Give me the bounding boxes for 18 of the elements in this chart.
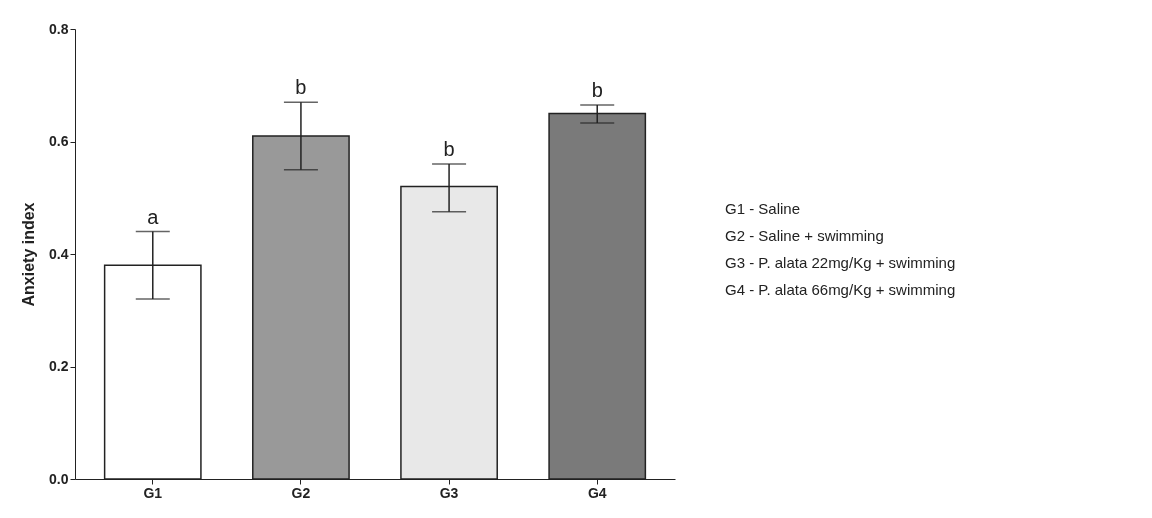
annotation: b <box>295 76 307 99</box>
y-tick-label: 0.8 <box>49 20 69 37</box>
x-tick-label: G4 <box>587 484 607 501</box>
text: G3 - P. alata 22mg/Kg + swimming <box>725 254 956 271</box>
annotation: b <box>591 78 603 101</box>
annotation: b <box>443 138 455 160</box>
y-tick-label: 0.6 <box>49 133 69 149</box>
annotation: a <box>147 205 160 228</box>
text: G2 - Saline + swimming <box>725 227 884 244</box>
x-tick-label: G2 <box>291 484 311 501</box>
text: G4 - P. alata 66mg/Kg + swimming <box>725 281 956 298</box>
text: G1 - Saline <box>725 200 801 217</box>
x-tick-label: G1 <box>143 484 163 501</box>
y-axis-title: Anxiety index <box>20 202 38 307</box>
x-tick-label: G3 <box>439 484 459 501</box>
y-tick-label: 0.2 <box>49 358 69 374</box>
y-tick-label: 0.4 <box>49 245 69 262</box>
y-tick-label: 0.0 <box>49 470 69 487</box>
